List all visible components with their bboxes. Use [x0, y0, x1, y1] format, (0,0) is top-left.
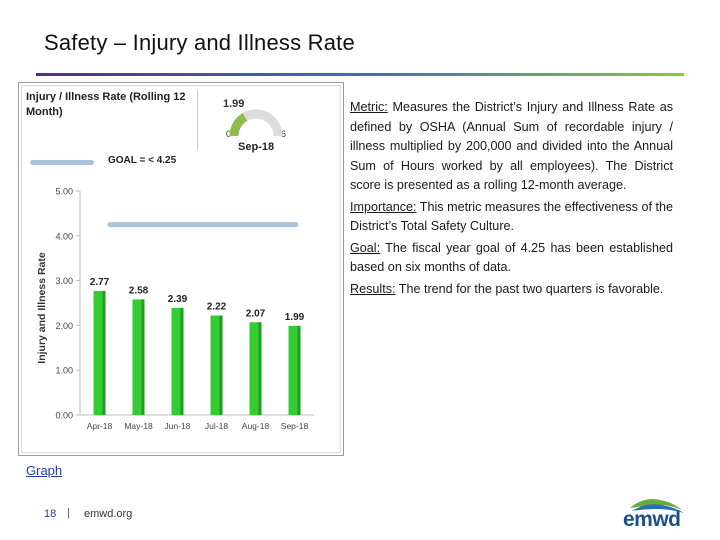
results-label: Results: — [350, 281, 396, 296]
x-tick-label: Sep-18 — [281, 421, 309, 431]
metric-body: Measures the District’s Injury and Illne… — [350, 100, 673, 192]
footer-url: emwd.org — [84, 508, 133, 520]
x-tick-label: Jul-18 — [205, 421, 228, 431]
chart-axes: 0.00 1.00 2.00 3.00 4.00 5.00 — [55, 187, 314, 421]
importance-label: Importance: — [350, 199, 417, 214]
data-label: 1.99 — [285, 312, 305, 323]
y-tick-label: 4.00 — [55, 231, 73, 241]
logo-text: emwd — [623, 508, 681, 531]
chart-bars: 2.77 Apr-18 2.58 May-18 2.39 Jun-18 2.22 Jul-18… — [87, 277, 309, 431]
bar-shade — [102, 290, 106, 415]
y-tick-label: 0.00 — [55, 411, 73, 421]
goal-label: Goal: — [350, 240, 381, 255]
goal-legend-text: GOAL = < 4.25 — [108, 155, 177, 166]
emwd-logo-icon — [630, 499, 684, 513]
y-axis-label: Injury and Illness Rate — [36, 252, 48, 364]
gauge-period: Sep-18 — [238, 141, 275, 153]
description-text: Metric: Measures the District’s Injury a… — [350, 98, 673, 301]
x-tick-label: Apr-18 — [87, 421, 113, 431]
bar-shade — [180, 307, 184, 415]
bar-shade — [258, 322, 262, 415]
x-tick-label: May-18 — [124, 421, 153, 431]
data-label: 2.07 — [246, 308, 266, 319]
gauge-max-label: 6 — [281, 129, 287, 139]
title-rule — [36, 73, 684, 76]
goal-body: The fiscal year goal of 4.25 has been es… — [350, 240, 673, 275]
x-tick-label: Aug-18 — [242, 421, 270, 431]
data-label: 2.22 — [207, 302, 227, 313]
gauge-value: 1.99 — [223, 98, 245, 110]
gauge — [229, 109, 283, 137]
results-paragraph: Results: The trend for the past two quar… — [350, 280, 673, 300]
metric-paragraph: Metric: Measures the District’s Injury a… — [350, 98, 673, 196]
goal-paragraph: Goal: The fiscal year goal of 4.25 has b… — [350, 239, 673, 278]
data-label: 2.77 — [90, 277, 110, 288]
bar-shade — [141, 299, 145, 415]
goal-legend-swatch — [30, 160, 94, 165]
gauge-min-label: 0 — [226, 129, 232, 139]
data-label: 2.39 — [168, 294, 188, 305]
y-tick-label: 1.00 — [55, 366, 73, 376]
gauge-fill — [229, 113, 248, 137]
x-tick-label: Jun-18 — [165, 421, 191, 431]
y-tick-label: 5.00 — [55, 187, 73, 197]
kpi-title: Injury / Illness Rate (Rolling 12 Month) — [26, 91, 186, 118]
footer-separator: | — [67, 507, 70, 519]
slide-title: Safety – Injury and Illness Rate — [44, 30, 355, 55]
bar-shade — [297, 325, 301, 415]
page-number: 18 — [44, 508, 57, 520]
data-label: 2.58 — [129, 285, 149, 296]
importance-body: This metric measures the effectiveness o… — [350, 199, 673, 234]
bar-shade — [219, 315, 223, 415]
metric-label: Metric: — [350, 100, 388, 114]
chart-frame-inner — [21, 85, 341, 453]
graph-link[interactable]: Graph — [26, 463, 63, 478]
importance-paragraph: Importance: This metric measures the eff… — [350, 198, 673, 237]
kpi-title-box: Injury / Illness Rate (Rolling 12 Month) — [26, 90, 196, 152]
y-tick-label: 2.00 — [55, 321, 73, 331]
kpi-divider — [197, 90, 198, 150]
y-tick-label: 3.00 — [55, 276, 73, 286]
results-body: The trend for the past two quarters is f… — [395, 281, 664, 296]
